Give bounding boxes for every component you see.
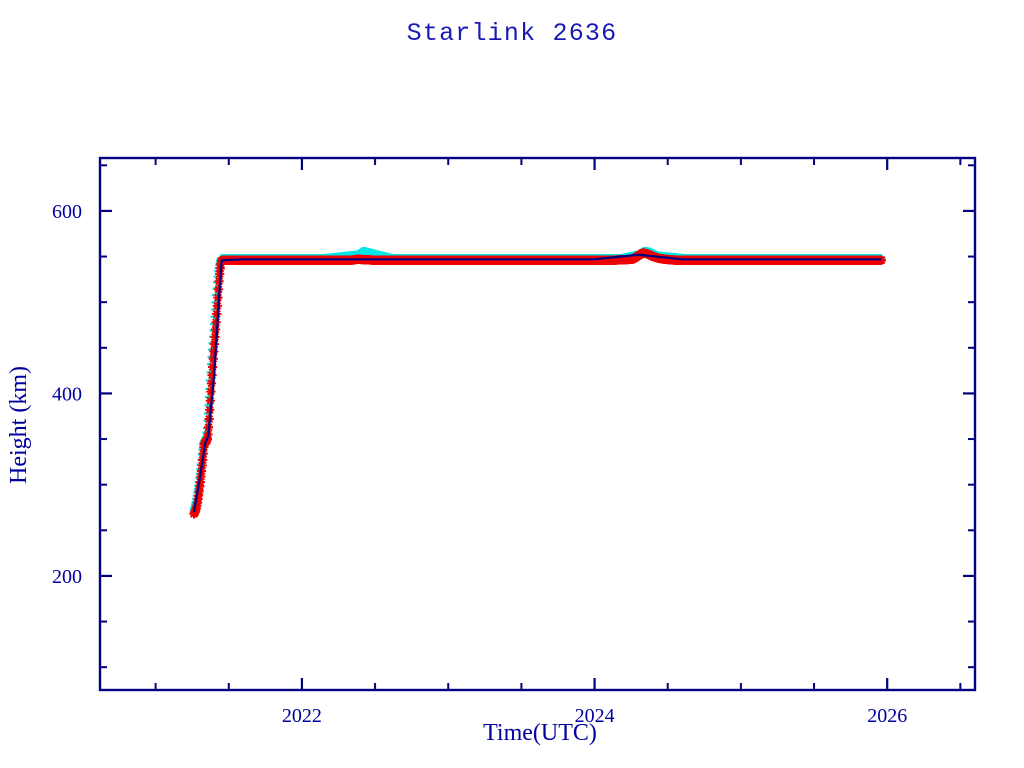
series-mean_height_line — [192, 253, 882, 513]
chart-title: Starlink 2636 — [407, 19, 618, 48]
data-point-marker — [205, 396, 215, 406]
data-series-group — [189, 246, 886, 519]
x-axis-label: Time(UTC) — [483, 720, 597, 746]
x-tick-label: 2024 — [575, 705, 615, 727]
data-point-marker — [876, 255, 886, 265]
y-axis-ticks — [100, 164, 975, 669]
x-tick-label: 2026 — [867, 705, 907, 727]
x-axis-tick-labels: 2022 2024 2026 — [282, 705, 907, 727]
y-tick-label: 400 — [52, 383, 82, 405]
data-point-marker — [213, 293, 223, 303]
plot-frame — [98, 156, 977, 692]
x-tick-label: 2022 — [282, 705, 322, 727]
data-point-marker — [210, 332, 220, 342]
y-tick-label: 200 — [52, 566, 82, 588]
x-axis-ticks — [154, 158, 962, 690]
data-point-marker — [209, 339, 220, 349]
data-point-marker — [208, 354, 218, 364]
y-tick-label: 600 — [52, 201, 82, 223]
data-point-marker — [212, 309, 222, 319]
data-point-marker — [206, 387, 216, 397]
data-point-marker — [210, 324, 221, 335]
y-axis-label: Height (km) — [6, 366, 32, 484]
data-point-marker — [211, 317, 221, 327]
data-point-marker — [207, 370, 217, 380]
mean-height-line — [192, 253, 882, 513]
y-axis-tick-labels: 200 400 600 — [52, 201, 82, 588]
plot-border — [98, 156, 977, 692]
data-point-marker — [208, 362, 218, 372]
data-point-marker — [206, 378, 217, 388]
data-point-marker — [195, 477, 205, 487]
data-point-marker — [212, 301, 222, 311]
data-point-marker — [209, 346, 219, 357]
data-point-marker — [213, 284, 224, 295]
